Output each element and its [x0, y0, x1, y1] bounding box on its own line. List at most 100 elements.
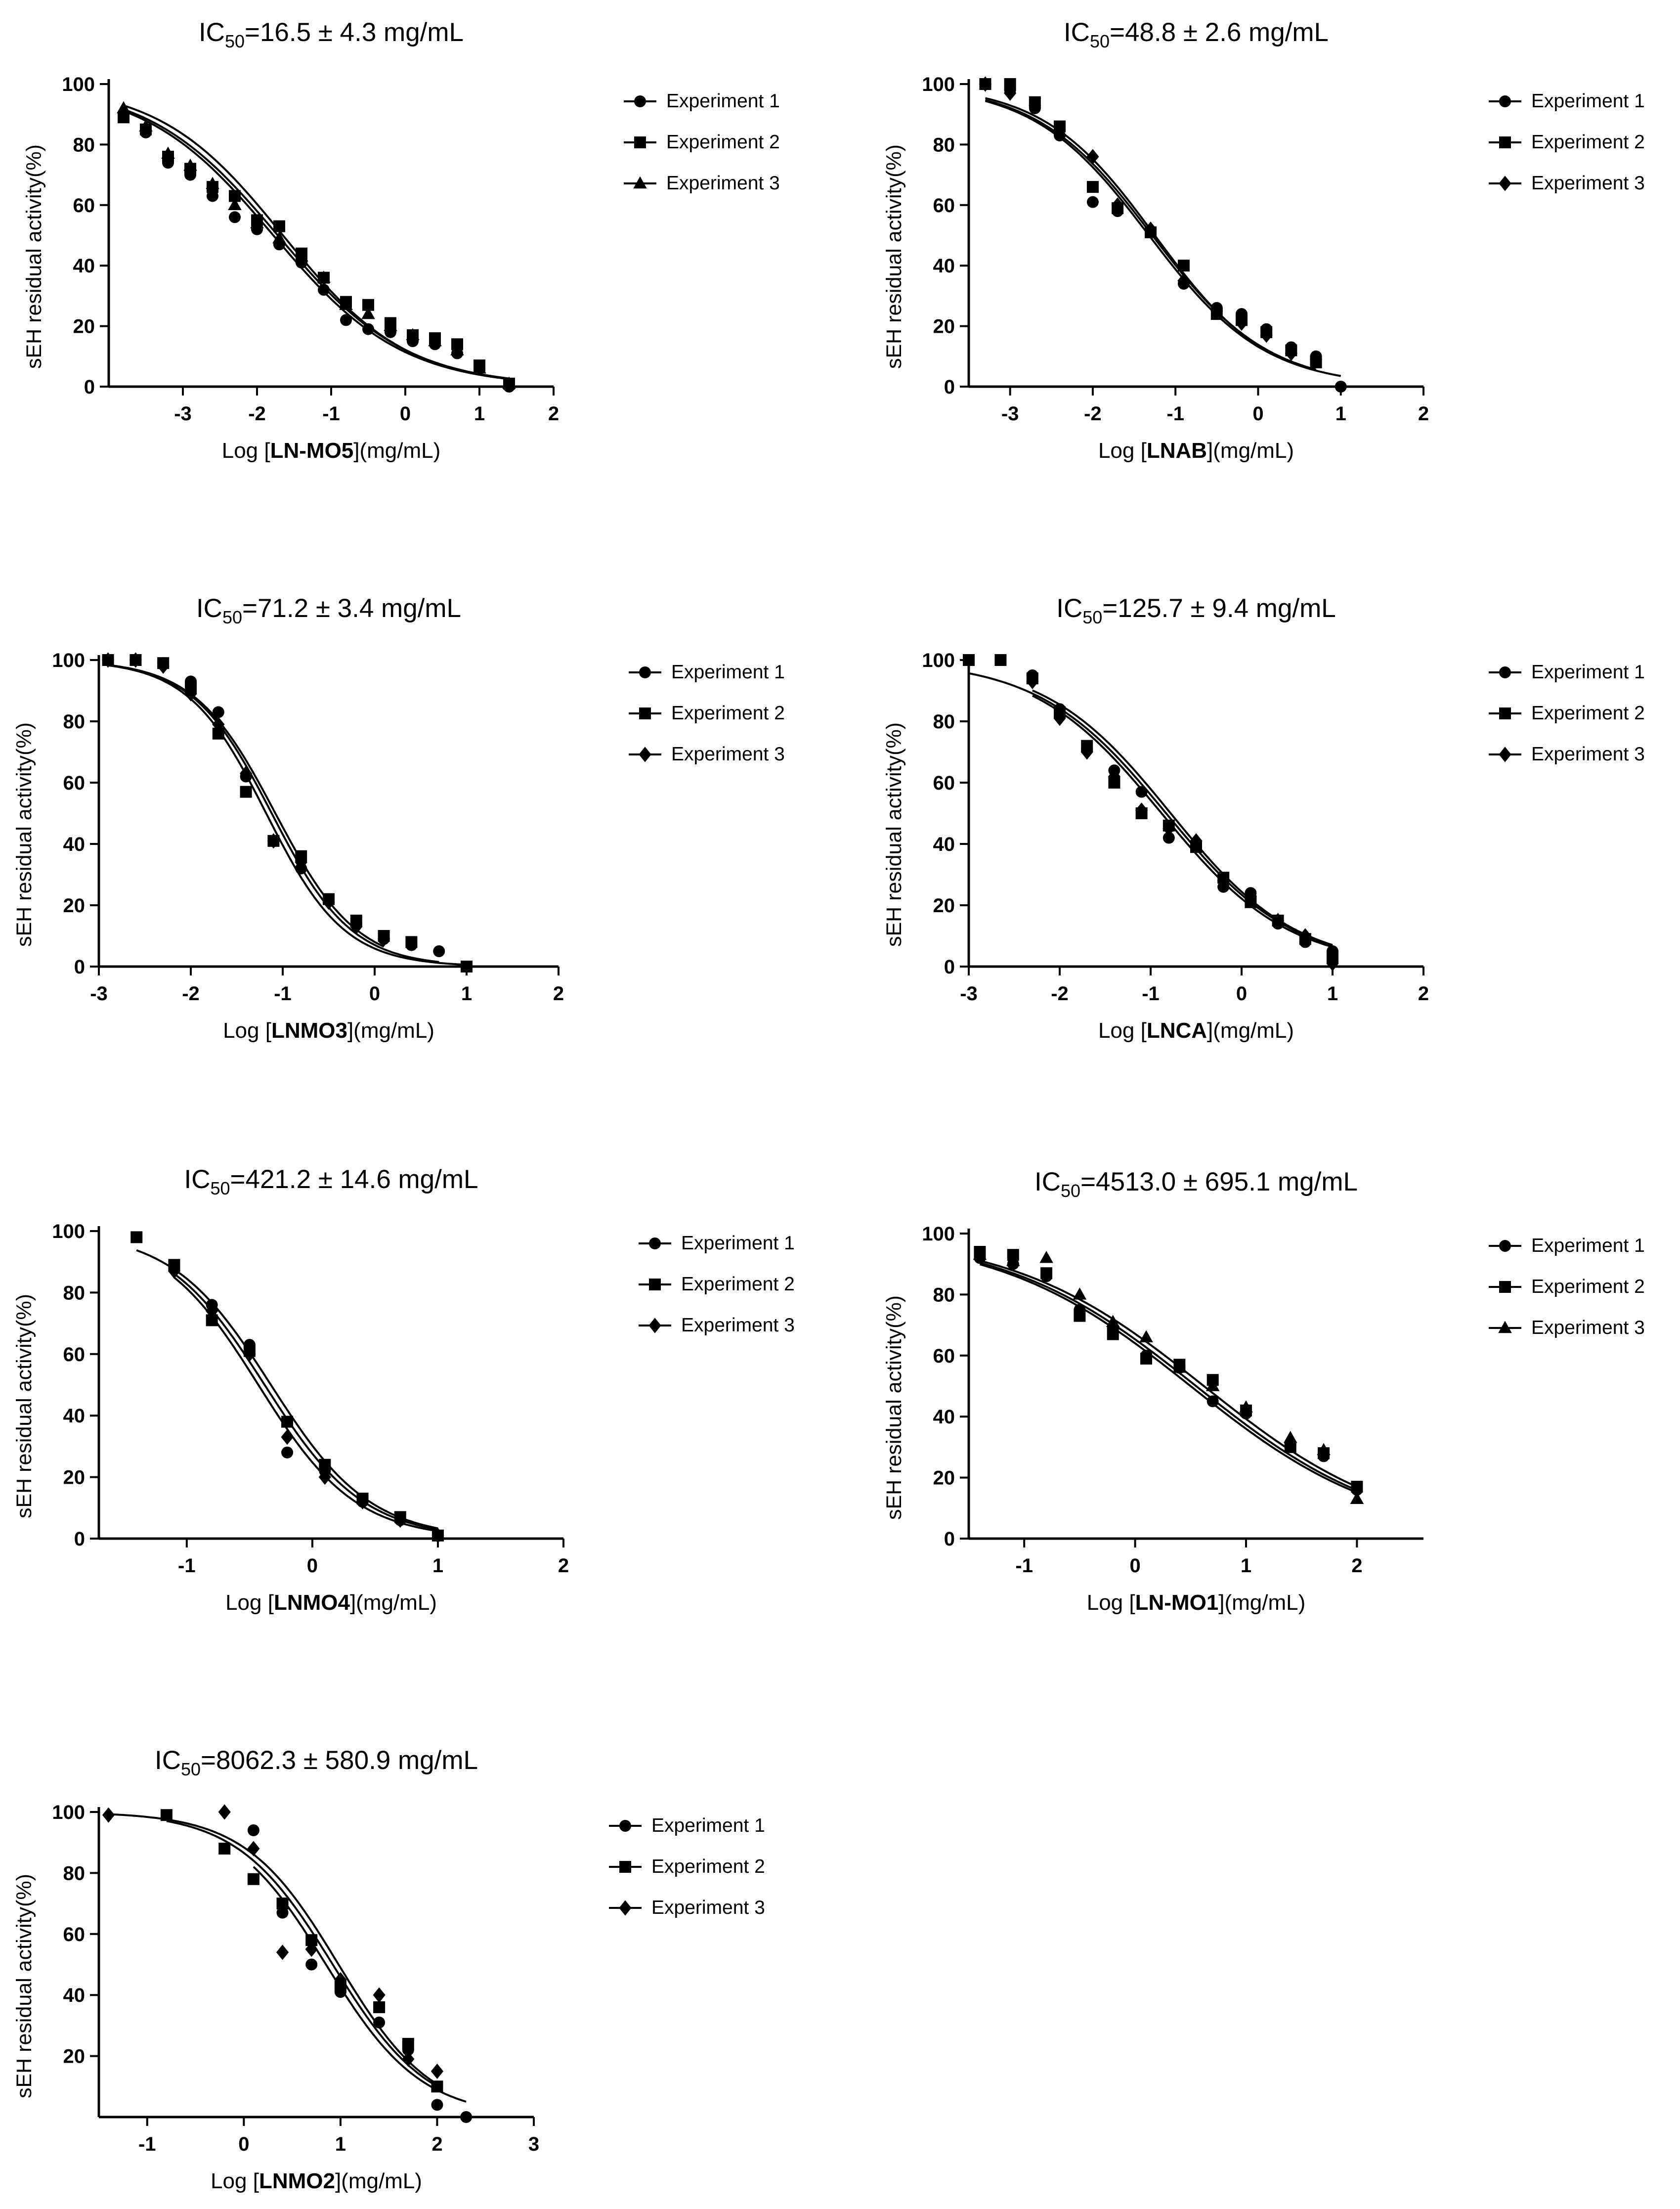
legend-item: Experiment 1 [1488, 660, 1645, 685]
fit-curve-series-2 [979, 1262, 1358, 1492]
legend-symbol [629, 747, 661, 762]
data-point-series-3 [1177, 273, 1190, 289]
data-point-series-3 [1029, 97, 1041, 113]
legend-label: Experiment 3 [1531, 173, 1645, 194]
plot-area: 20 40 60 80 100 -1 0 1 2 3 [52, 1802, 539, 2155]
y-tick-label: 80 [933, 711, 955, 733]
title-prefix: IC [1063, 18, 1090, 47]
title-subscript: 50 [1089, 31, 1110, 51]
legend-item: Experiment 2 [608, 1855, 765, 1879]
y-tick-label: 80 [63, 711, 86, 733]
fit-curve-series-1 [979, 1263, 1358, 1494]
x-label-prefix: Log [ [221, 439, 270, 463]
legend-item: Experiment 3 [628, 742, 785, 767]
x-tick-label: 1 [1327, 983, 1338, 1005]
legend-item: Experiment 2 [638, 1272, 795, 1297]
y-tick-label: 0 [84, 376, 95, 398]
data-point-series-3 [1144, 221, 1157, 237]
legend-label: Experiment 1 [1531, 662, 1645, 683]
x-axis-label: Log [LNMO3](mg/mL) [223, 1018, 434, 1043]
data-point-series-3 [1309, 352, 1323, 367]
x-tick-label: -2 [1084, 403, 1102, 425]
data-point-series-2 [118, 111, 129, 124]
data-point-series-3 [1260, 327, 1273, 343]
x-label-prefix: Log [ [1098, 1018, 1147, 1043]
title-value: =8062.3 ± 580.9 mg/mL [201, 1746, 478, 1775]
data-point-series-3 [428, 334, 442, 347]
fit-curve-series-3 [123, 104, 510, 380]
data-point-series-1 [362, 323, 374, 335]
data-point-series-3 [431, 2063, 444, 2079]
x-tick-label: 0 [238, 2133, 249, 2155]
legend-item: Experiment 3 [1488, 1316, 1645, 1340]
fit-curve-series-2 [136, 1249, 438, 1530]
legend-item: Experiment 1 [1488, 1234, 1645, 1258]
data-point-series-3 [1135, 802, 1148, 818]
legend-symbol [629, 707, 661, 719]
legend-label: Experiment 2 [671, 703, 785, 724]
plot-area: 0 20 40 60 80 100 -1 0 1 2 [52, 1221, 569, 1577]
title-prefix: IC [155, 1746, 181, 1775]
plot-area: 0 20 40 60 80 100 -1 0 1 2 [922, 1223, 1423, 1577]
data-point-series-3 [402, 2051, 415, 2067]
x-tick-label: -1 [1166, 403, 1184, 425]
data-point-series-3 [1073, 1287, 1087, 1300]
x-axis-label: Log [LNCA](mg/mL) [1098, 1018, 1294, 1043]
data-point-series-3 [1172, 1361, 1187, 1373]
data-point-series-3 [473, 361, 486, 374]
legend-label: Experiment 3 [666, 173, 780, 194]
x-axis-label: Log [LNMO4](mg/mL) [225, 1590, 437, 1615]
data-point-series-2 [1140, 1352, 1153, 1365]
y-tick-label: 80 [933, 1284, 955, 1306]
title-value: =48.8 ± 2.6 mg/mL [1110, 18, 1329, 47]
x-label-prefix: Log [ [211, 2169, 259, 2193]
x-label-compound: LNMO3 [271, 1018, 347, 1043]
legend-label: Experiment 1 [671, 662, 785, 683]
data-point-series-1 [460, 2111, 473, 2123]
data-point-series-3 [267, 833, 280, 849]
chart-title: IC50=16.5 ± 4.3 mg/mL [199, 17, 464, 51]
data-point-series-3 [139, 119, 153, 132]
x-tick-label: 2 [431, 2133, 442, 2155]
chart-title: IC50=48.8 ± 2.6 mg/mL [1063, 17, 1329, 51]
data-point-series-2 [319, 1458, 331, 1471]
y-tick-label: 0 [74, 956, 85, 978]
data-point-series-3 [295, 854, 307, 870]
data-point-series-3 [1111, 197, 1124, 213]
legend-label: Experiment 1 [1531, 1235, 1645, 1256]
data-point-series-3 [450, 343, 464, 355]
legend-label: Experiment 3 [651, 1897, 765, 1918]
data-point-series-3 [1086, 149, 1099, 165]
data-point-series-3 [1006, 1254, 1020, 1266]
legend-item: Experiment 2 [1488, 130, 1645, 155]
data-point-series-1 [340, 314, 352, 326]
data-point-series-3 [1283, 1430, 1297, 1443]
y-tick-label: 60 [933, 1345, 955, 1367]
x-label-suffix: ](mg/mL) [353, 439, 441, 463]
legend-label: Experiment 3 [681, 1315, 795, 1336]
data-point-series-2 [405, 936, 418, 948]
plot-area: 0 20 40 60 80 100 -3 -2 -1 0 1 2 [52, 650, 564, 1005]
data-point-series-2 [1351, 1481, 1363, 1493]
x-tick-label: 1 [335, 2133, 346, 2155]
data-point-series-3 [1326, 956, 1339, 972]
fit-curve-series-2 [123, 108, 510, 380]
data-point-series-3 [1039, 1250, 1053, 1263]
data-point-series-1 [431, 2099, 443, 2111]
x-label-compound: LNCA [1146, 1018, 1207, 1043]
title-prefix: IC [1034, 1167, 1061, 1196]
x-label-compound: LNMO4 [273, 1590, 350, 1615]
data-point-series-2 [373, 2001, 386, 2013]
fit-curve-series-3 [108, 664, 385, 948]
legend-symbol [1489, 136, 1521, 148]
data-point-series-2 [1074, 1310, 1086, 1322]
data-point-series-3 [1239, 1400, 1253, 1413]
x-tick-label: 0 [1236, 983, 1247, 1005]
x-tick-label: 0 [307, 1555, 318, 1577]
data-point-series-1 [229, 211, 241, 223]
legend-symbol [609, 1861, 642, 1873]
y-tick-label: 20 [933, 895, 955, 917]
legend-label: Experiment 2 [681, 1274, 795, 1295]
data-point-series-3 [1190, 833, 1203, 849]
y-tick-label: 60 [933, 195, 955, 217]
